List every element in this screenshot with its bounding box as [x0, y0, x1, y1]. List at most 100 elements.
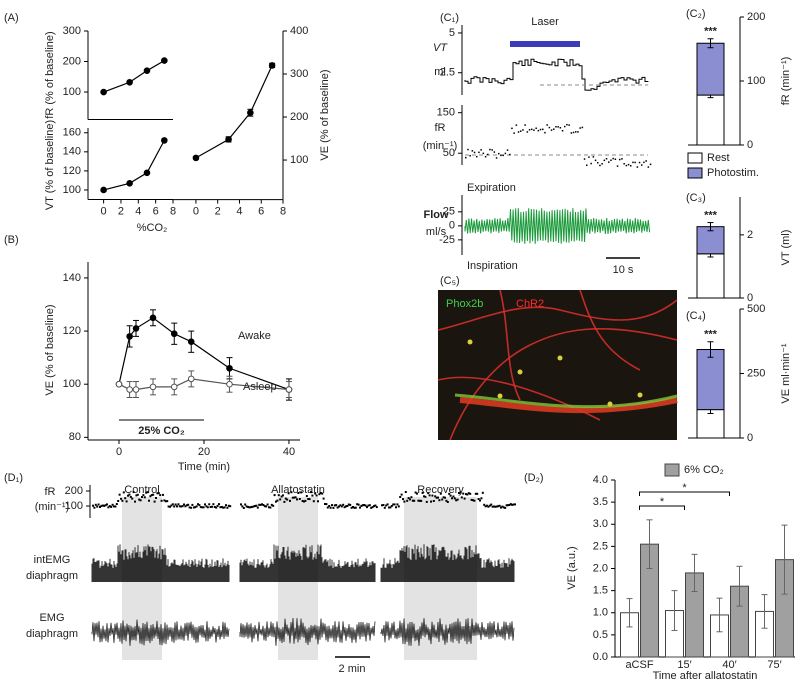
trace-dot	[252, 505, 255, 508]
trace-dot	[115, 503, 118, 505]
trace-dot	[333, 504, 336, 507]
trace-dot	[512, 503, 515, 506]
y-tick-label: 2.0	[593, 562, 608, 574]
trace-dot	[535, 127, 537, 129]
trace-dot	[121, 499, 124, 502]
trace-dot	[583, 158, 586, 160]
row-label: diaphragm	[26, 628, 78, 640]
trace-dot	[324, 503, 326, 505]
trace-dot	[94, 503, 97, 506]
trace-dot	[498, 152, 500, 155]
trace-dot	[455, 499, 458, 502]
trace-dot	[205, 505, 208, 508]
legend-swatch	[687, 167, 703, 179]
trace-dot	[220, 506, 223, 508]
y-tick-label: 0	[747, 432, 753, 444]
data-line	[118, 317, 290, 391]
trace-dot	[347, 503, 350, 506]
annotation: Laser	[531, 16, 559, 28]
series-label: Asleep	[243, 381, 277, 393]
trace-dot	[188, 506, 191, 509]
trace-dot	[390, 505, 393, 507]
trace-dot	[93, 506, 96, 509]
trace	[464, 58, 649, 91]
trace-dot	[328, 505, 331, 507]
legend-swatch	[664, 463, 680, 477]
trace-dot	[192, 506, 195, 509]
scale-bar-label: 10 s	[613, 264, 634, 276]
trace-dot	[495, 505, 498, 508]
trace-dot	[520, 130, 522, 132]
trace-dot	[318, 493, 321, 496]
trace-dot	[460, 496, 463, 499]
image-label: ChR2	[516, 298, 544, 310]
trace-dot	[385, 504, 388, 507]
y-tick-label: 50	[443, 147, 455, 159]
trace-dot	[241, 505, 244, 508]
trace-dot	[487, 505, 490, 508]
row-label: diaphragm	[26, 570, 78, 582]
x-axis-label: Time (min)	[178, 461, 230, 473]
trace-dot	[444, 496, 446, 499]
trace-dot	[280, 495, 283, 498]
trace-dot	[191, 503, 194, 506]
trace-dot	[417, 499, 420, 502]
trace-dot	[163, 499, 166, 502]
trace-dot	[470, 498, 473, 501]
trace-dot	[314, 492, 317, 495]
x-tick-label: 6	[153, 205, 159, 217]
legend-label: 6% CO₂	[684, 464, 724, 476]
data-line	[195, 65, 273, 159]
trace-dot	[166, 500, 169, 503]
trace-dot	[471, 150, 474, 152]
row-label: Flow	[423, 209, 448, 221]
x-tick-label: 0	[116, 446, 122, 458]
trace-dot	[145, 491, 148, 494]
trace-dot	[458, 492, 460, 494]
cell	[467, 339, 473, 345]
trace-dot	[290, 491, 293, 494]
trace-dot	[446, 501, 449, 503]
trace-dot	[603, 159, 606, 162]
y-tick-label: 140	[63, 272, 81, 284]
trace-dot	[550, 129, 553, 131]
trace-dot	[577, 131, 579, 133]
data-point	[170, 330, 178, 338]
trace-dot	[134, 500, 136, 503]
data-point	[143, 169, 151, 177]
trace-dot	[539, 128, 542, 131]
trace-dot	[413, 499, 416, 502]
y-tick-label: 400	[290, 25, 308, 37]
y-axis-label: VE (% of baseline)	[319, 69, 331, 160]
trace-dot	[472, 499, 474, 502]
trace-dot	[432, 500, 435, 502]
trace-dot	[103, 504, 106, 507]
x-tick-label: aCSF	[625, 659, 653, 671]
cell	[517, 369, 523, 375]
fiber	[499, 289, 521, 401]
trace-dot	[590, 162, 592, 165]
trace-dot	[229, 505, 232, 508]
trace-dot	[634, 161, 636, 164]
trace-dot	[501, 505, 504, 508]
trace-dot	[183, 503, 185, 506]
y-tick-label: 5	[449, 27, 455, 39]
trace-dot	[514, 503, 516, 506]
trace-dot	[473, 151, 476, 154]
row-unit: ml	[434, 66, 446, 78]
y-tick-label: 140	[63, 146, 81, 158]
trace-dot	[184, 505, 187, 508]
trace-dot	[284, 497, 287, 500]
trace-dot	[136, 493, 139, 496]
trace-dot	[439, 492, 442, 495]
x-tick-label: 2	[215, 206, 221, 218]
trace-dot	[597, 162, 599, 164]
trace-dot	[173, 505, 176, 508]
trace-dot	[167, 505, 170, 508]
trace-dot	[135, 494, 138, 497]
trace-dot	[392, 503, 395, 506]
y-tick-label: 4.0	[593, 474, 608, 486]
bar-segment	[696, 253, 725, 299]
y-tick-label: 1.5	[593, 585, 608, 597]
x-tick-label: 20	[198, 446, 210, 458]
